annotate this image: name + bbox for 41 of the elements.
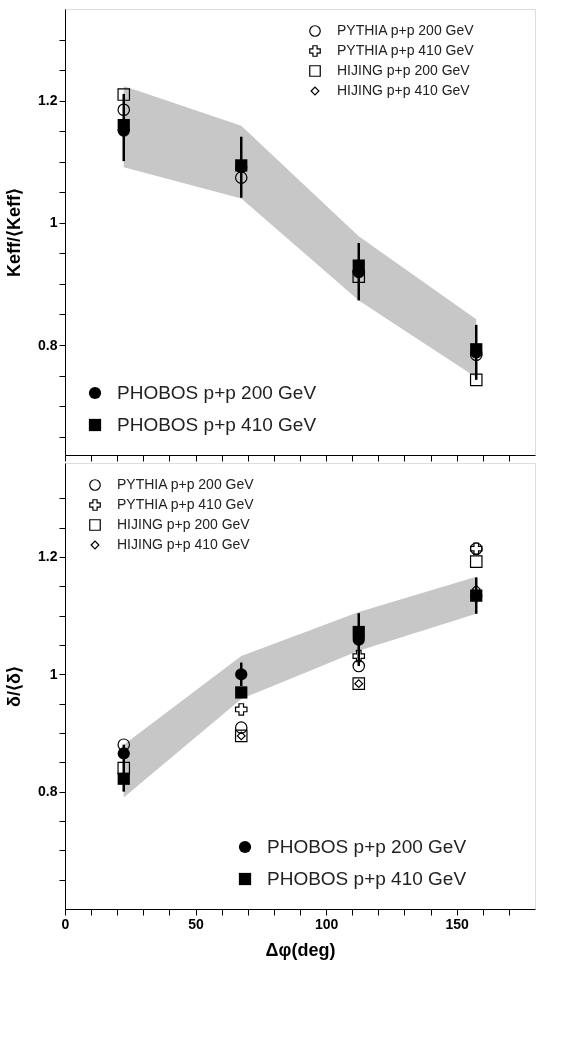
point [117,103,131,117]
y-tick-label: 1.2 [38,92,58,109]
legend-label: HIJING p+p 200 GeV [117,516,251,532]
y-tick-label: 1 [49,665,58,682]
point [117,118,130,132]
point [234,721,248,734]
point [352,649,366,663]
point [469,373,483,387]
legend-label: HIJING p+p 410 GeV [117,536,251,552]
point [235,686,248,699]
point [352,659,366,673]
legend-label: PYTHIA p+p 200 GeV [117,476,255,492]
point [235,668,248,681]
point [352,270,366,283]
legend-label: PHOBOS p+p 410 GeV [117,414,317,435]
x-tick-label: 150 [445,915,470,932]
y-tick-label: 0.8 [38,783,58,800]
legend-label: PYTHIA p+p 410 GeV [117,496,255,512]
x-tick-label: 0 [61,915,70,932]
point [117,761,131,775]
y-tick-label: 0.8 [38,336,58,353]
point [117,88,131,101]
legend-label: PHOBOS p+p 200 GeV [267,836,467,857]
x-axis-title: Δφ(deg) [265,939,336,960]
legend-label: HIJING p+p 410 GeV [337,82,471,98]
y-tick-label: 1.2 [38,548,58,565]
legend-label: PHOBOS p+p 200 GeV [117,382,317,403]
legend-label: PHOBOS p+p 410 GeV [267,868,467,889]
x-tick-label: 100 [314,915,339,932]
y-axis-title: Keff/⟨Keff⟩ [4,188,25,277]
x-tick-label: 50 [188,915,205,932]
point [234,703,248,716]
y-axis-title: δ/⟨δ⟩ [4,666,25,707]
point [117,738,131,751]
legend-label: HIJING p+p 200 GeV [337,62,471,78]
point [352,625,365,639]
legend-label: PYTHIA p+p 200 GeV [337,22,475,38]
point [469,555,483,568]
point [234,171,248,184]
y-tick-label: 1 [49,214,58,231]
legend-label: PYTHIA p+p 410 GeV [337,42,475,58]
